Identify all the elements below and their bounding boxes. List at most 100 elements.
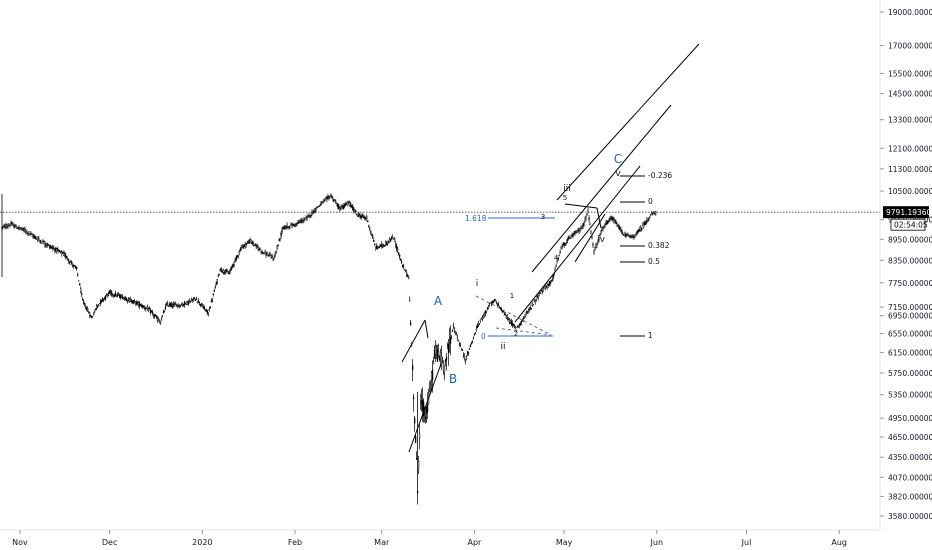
candle-body <box>164 306 167 310</box>
candle-body <box>246 242 248 244</box>
candle-body <box>558 254 560 257</box>
wedge-line <box>408 363 442 453</box>
candle-body <box>81 293 83 295</box>
candle-body <box>485 311 488 313</box>
candle-body <box>568 236 570 238</box>
candle-body <box>165 303 168 305</box>
candle-body <box>64 253 66 256</box>
wave-label-minor: iii <box>563 184 571 194</box>
candle-body <box>494 299 496 301</box>
candle-body <box>321 201 323 203</box>
candle-body <box>563 242 565 247</box>
candle-body <box>249 239 251 243</box>
candle-body <box>288 227 290 229</box>
candle-body <box>189 300 192 302</box>
candle-body <box>187 301 190 304</box>
candle-body <box>374 243 376 246</box>
candle-body <box>4 225 6 228</box>
candle-body <box>14 225 16 228</box>
candle-body <box>637 230 639 234</box>
candle-body <box>154 315 157 317</box>
candle-body <box>213 290 215 292</box>
candle-body <box>85 307 87 309</box>
candle-body <box>99 303 101 305</box>
channel-lower-line <box>514 165 641 323</box>
candle-body <box>254 243 256 246</box>
candle-body <box>450 336 453 338</box>
candle-body <box>215 282 217 286</box>
candle-body <box>63 252 65 256</box>
candle-body <box>42 240 44 242</box>
candle-body <box>508 318 510 322</box>
candle-body <box>79 283 81 286</box>
candle-body <box>447 343 450 354</box>
fib-level-label: -0.236 <box>648 171 672 180</box>
candle-body <box>43 242 45 244</box>
candle-body <box>75 266 77 268</box>
last-price-badge[interactable] <box>883 206 929 219</box>
x-tick-label: Dec <box>102 538 117 547</box>
candle-body <box>320 203 322 206</box>
wave-label-minor: iv <box>597 235 606 245</box>
candle-body <box>167 305 170 307</box>
candle-body <box>158 320 161 323</box>
candle-body <box>23 229 25 231</box>
candle-body <box>61 251 63 255</box>
candle-body <box>546 284 548 288</box>
candle-body <box>274 254 276 256</box>
candle-body <box>88 312 90 314</box>
wedge-line <box>424 319 429 339</box>
candle-body <box>250 240 252 243</box>
y-tick-label: 4350.00000 <box>888 453 932 462</box>
candle-body <box>296 222 298 224</box>
candle-body <box>611 216 613 220</box>
candle-body <box>307 215 309 217</box>
time-axis[interactable]: Nov Dec 2020 Feb Mar Apr May Jun Jul Aug <box>0 529 880 547</box>
y-tick-label: 15500.00000 <box>888 69 932 78</box>
candle-body <box>123 297 126 299</box>
candle-body <box>373 240 375 242</box>
candle-body <box>205 309 207 311</box>
price-axis[interactable]: 3580.00000 3820.00000 4070.00000 4350.00000… <box>879 0 932 530</box>
candle-body <box>346 204 348 206</box>
triangle-line <box>596 207 602 229</box>
candle-body <box>407 275 410 279</box>
candle-body <box>19 227 21 229</box>
candle-body <box>350 204 352 207</box>
candle-body <box>375 246 377 250</box>
candle-body <box>21 227 23 230</box>
candle-body <box>120 295 123 297</box>
candle-body <box>405 269 407 271</box>
candle-body <box>159 321 162 324</box>
candle-body <box>117 293 120 296</box>
wave-label-sub: 2 <box>514 330 518 338</box>
candle-body <box>465 356 468 360</box>
candle-body <box>177 303 180 307</box>
candle-body <box>262 251 264 253</box>
candle-body <box>328 196 330 198</box>
candle-body <box>343 204 345 209</box>
candle-body <box>197 300 199 302</box>
y-tick-label: 11300.00000 <box>888 165 932 174</box>
candle-body <box>534 300 536 303</box>
candle-body <box>212 293 214 295</box>
fib-level-label: 0.5 <box>648 257 660 266</box>
candle-body <box>559 251 561 254</box>
candle-body <box>332 197 334 201</box>
candle-body <box>193 298 196 300</box>
candle-body <box>283 225 285 229</box>
y-tick-label: 6950.00000 <box>888 312 932 321</box>
candle-body <box>380 244 382 247</box>
candle-body <box>497 303 499 306</box>
x-tick-label: Mar <box>374 538 390 547</box>
candle-body <box>640 227 642 231</box>
x-tick-label: Apr <box>467 538 482 547</box>
countdown-value: 02:54:05 <box>894 221 928 230</box>
candle-body <box>218 274 220 276</box>
candle-body <box>284 227 286 229</box>
candle-body <box>412 397 415 399</box>
candle-body <box>309 213 311 217</box>
candle-body <box>510 320 512 325</box>
candle-body <box>55 247 57 252</box>
